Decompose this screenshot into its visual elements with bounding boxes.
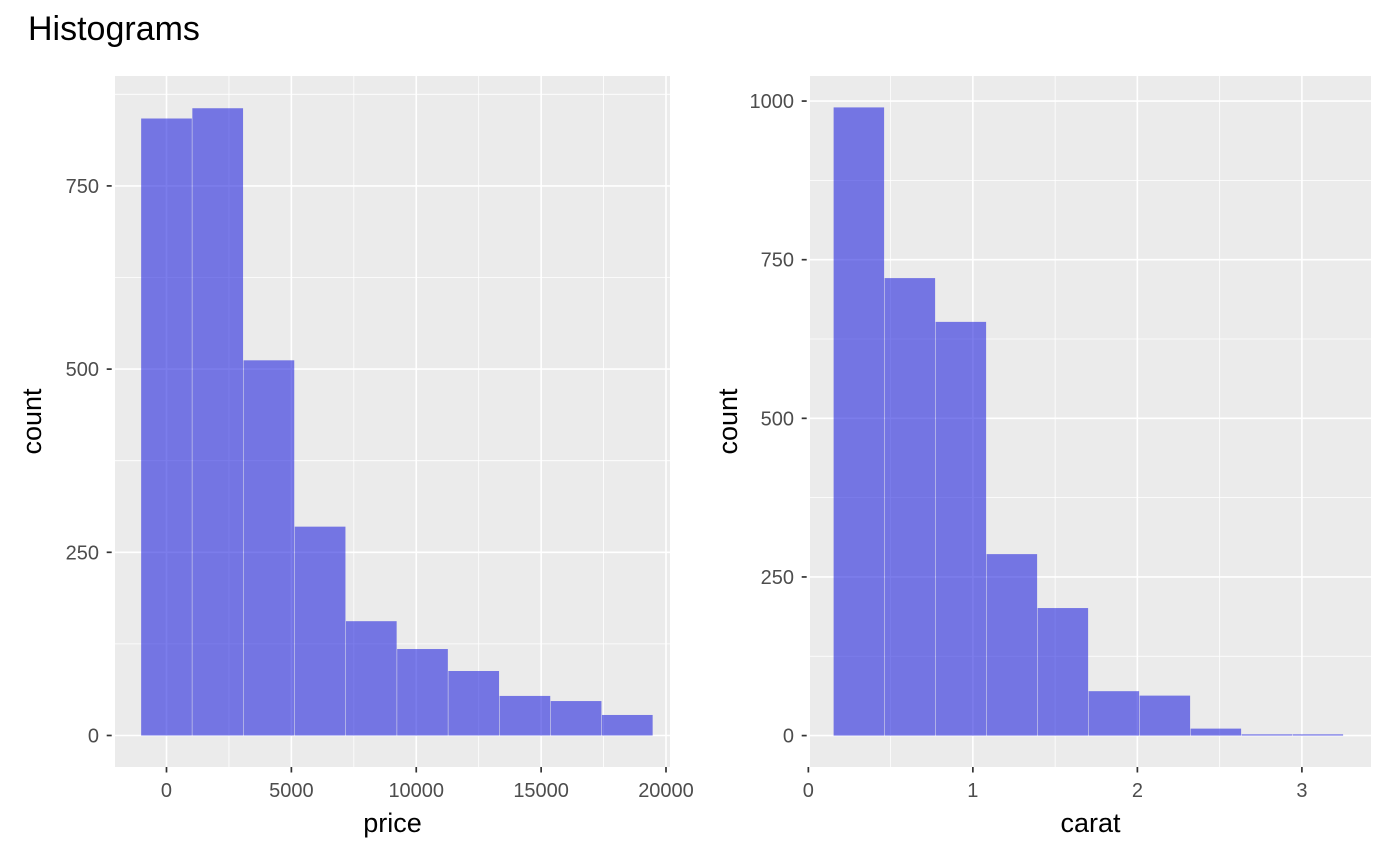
y-axis-title: count xyxy=(17,388,47,455)
histogram-bar xyxy=(499,695,551,736)
histogram-bar xyxy=(1292,734,1344,736)
x-axis-title: price xyxy=(363,808,422,838)
y-axis-title: count xyxy=(713,388,743,455)
y-tick-label: 750 xyxy=(761,250,794,272)
x-tick-label: 3 xyxy=(1296,780,1307,802)
histogram-bar xyxy=(986,554,1038,736)
histogram-bar xyxy=(550,701,602,736)
plot-title: Histograms xyxy=(28,10,200,48)
histogram-bar xyxy=(1037,608,1089,736)
histogram-bar xyxy=(141,118,192,736)
histogram-bar xyxy=(935,321,987,736)
histogram-bar xyxy=(1190,728,1242,736)
x-tick-label: 1 xyxy=(967,780,978,802)
histogram-bar xyxy=(601,714,653,736)
histogram-bar xyxy=(884,278,936,736)
histogram-bar xyxy=(243,360,295,736)
histogram-bar xyxy=(397,649,448,736)
y-tick-label: 750 xyxy=(66,176,99,198)
x-tick-label: 2 xyxy=(1132,780,1143,802)
x-tick-label: 5000 xyxy=(269,780,314,802)
histogram-bar xyxy=(1139,695,1191,736)
histogram-bar xyxy=(192,108,244,736)
carat-histogram: 0 1 2 3 0 250 500 750 1000 carat count xyxy=(713,76,1371,838)
y-tick-label: 250 xyxy=(66,542,99,564)
y-tick-label: 0 xyxy=(783,726,794,748)
histogram-bar xyxy=(345,621,397,736)
histogram-bar xyxy=(833,107,885,736)
histogram-bar xyxy=(1088,691,1140,736)
y-tick-label: 500 xyxy=(66,359,99,381)
y-tick-label: 250 xyxy=(761,567,794,589)
x-tick-label: 0 xyxy=(803,780,814,802)
x-tick-label: 10000 xyxy=(388,780,444,802)
x-tick-label: 0 xyxy=(161,780,172,802)
price-histogram: 0 5000 10000 15000 20000 0 250 500 750 price count xyxy=(17,76,694,838)
x-tick-label: 20000 xyxy=(638,780,694,802)
x-axis-title: carat xyxy=(1060,808,1121,838)
histogram-bar xyxy=(448,671,500,736)
y-tick-label: 0 xyxy=(88,725,99,747)
histogram-bar xyxy=(1241,734,1293,736)
histogram-bar xyxy=(294,526,346,736)
y-tick-label: 500 xyxy=(761,408,794,430)
x-tick-label: 15000 xyxy=(513,780,569,802)
y-tick-label: 1000 xyxy=(750,91,795,113)
